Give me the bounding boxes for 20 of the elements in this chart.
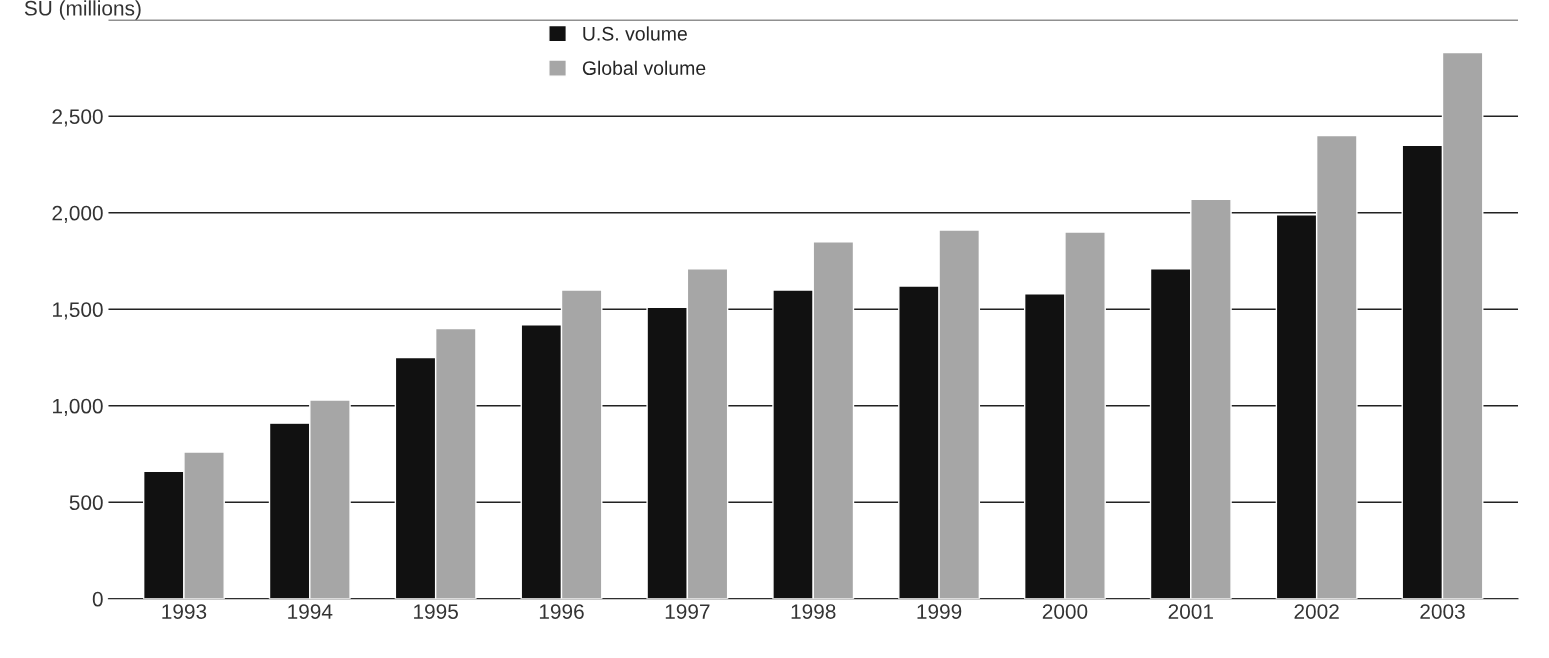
y-tick-label: 500 (69, 495, 103, 511)
legend-label: Global volume (582, 60, 706, 75)
y-tick-label: 1,500 (53, 302, 103, 320)
x-tick-label: 1999 (917, 604, 962, 619)
x-tick-label: 2003 (1420, 604, 1465, 619)
x-tick-label: 1995 (414, 604, 458, 619)
y-tick-label: 2,000 (52, 205, 103, 223)
x-tick-label: 2002 (1294, 604, 1339, 619)
x-tick-label: 1994 (288, 604, 333, 619)
y-tick-label: 1,000 (53, 398, 103, 416)
x-tick-label: 1998 (791, 604, 836, 619)
x-tick-label: 1997 (665, 604, 710, 619)
y-tick-label: 0 (92, 591, 103, 607)
x-tick-label: 2000 (1042, 604, 1088, 619)
y-tick-label: 2,500 (52, 109, 103, 127)
x-tick-label: 2001 (1168, 604, 1213, 619)
x-tick-label: 1993 (162, 604, 207, 619)
y-axis-title: SU (millions) (24, 0, 141, 20)
legend-label: U.S. volume (583, 26, 687, 41)
x-tick-label: 1996 (539, 604, 584, 619)
